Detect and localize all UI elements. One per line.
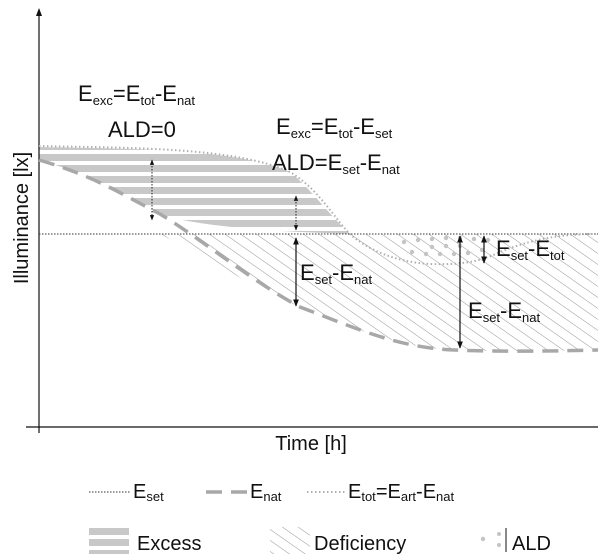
ald-swatch-icon xyxy=(480,532,501,547)
legend-e-tot: Etot=Eart-Enat xyxy=(307,481,454,504)
svg-text:Etot=Eart-Enat: Etot=Eart-Enat xyxy=(348,481,454,504)
e-nat-curve xyxy=(38,158,599,353)
annotation-ald-1: ALD=0 xyxy=(108,117,176,142)
annotation-exc-1: Eexc=Etot-Enat xyxy=(78,81,195,108)
svg-text:Excess: Excess xyxy=(137,533,201,555)
svg-text:Enat: Enat xyxy=(250,481,282,504)
y-axis-arrow-icon xyxy=(36,8,42,16)
x-axis-label: Time [h] xyxy=(275,433,347,455)
annotation-def-1: Eset-Enat xyxy=(300,260,373,287)
legend-e-nat: Enat xyxy=(206,481,282,504)
legend-e-set: Eset xyxy=(89,481,164,504)
annotation-ald-2: ALD=Eset-Enat xyxy=(272,150,400,177)
annotation-def-2: Eset-Enat xyxy=(468,298,541,325)
svg-text:Eset: Eset xyxy=(133,481,164,504)
e-tot-curve xyxy=(38,145,599,266)
legend-ald: ALD xyxy=(480,528,551,555)
deficiency-swatch-icon xyxy=(270,527,310,554)
legend-excess: Excess xyxy=(89,527,201,555)
deficiency-area xyxy=(160,234,598,352)
legend-deficiency: Deficiency xyxy=(270,527,406,555)
excess-swatch-icon xyxy=(89,527,129,554)
svg-text:Deficiency: Deficiency xyxy=(314,533,406,555)
y-axis-label: Illuminance [lx] xyxy=(11,152,33,284)
annotation-exc-2: Eexc=Etot-Eset xyxy=(276,114,393,141)
svg-text:ALD: ALD xyxy=(512,533,551,555)
annotation-ald-diff: Eset-Etot xyxy=(496,236,565,263)
